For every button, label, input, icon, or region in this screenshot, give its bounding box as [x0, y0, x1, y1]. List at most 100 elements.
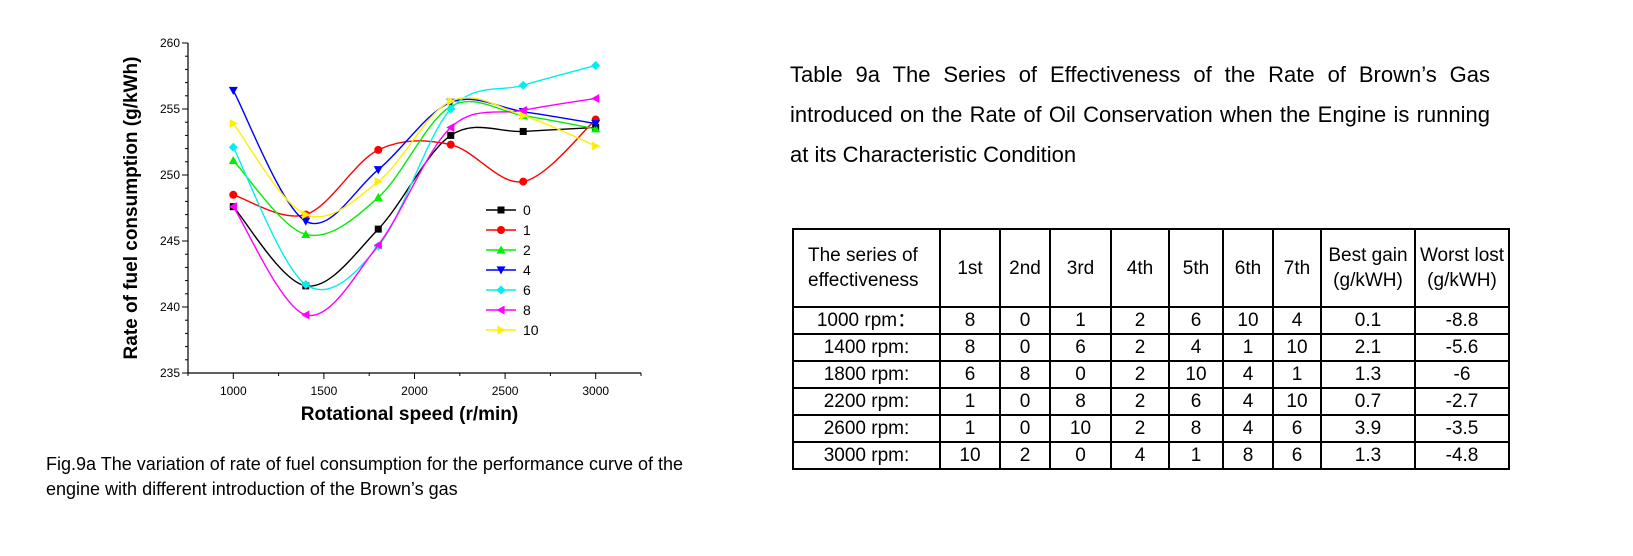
header-best-gain: Best gain (g/kWH) [1320, 228, 1416, 308]
legend-label: 0 [523, 202, 531, 218]
data-point-series-10 [447, 96, 456, 106]
cell-2nd: 0 [999, 387, 1051, 416]
cell-1st: 6 [939, 360, 1001, 389]
header-series: The series of effectiveness [792, 228, 941, 308]
y-tick-label: 255 [160, 102, 180, 116]
row-label: 1800 rpm: [792, 360, 941, 389]
table-row: 2200 rpm: 1 0 8 2 6 4 10 0.7 -2.7 [792, 387, 1510, 416]
data-point-series-10 [519, 111, 528, 121]
data-point-series-8 [301, 310, 310, 320]
x-axis-label: Rotational speed (r/min) [301, 404, 518, 425]
legend-marker-10 [497, 325, 506, 335]
cell-6th: 4 [1222, 387, 1274, 416]
data-point-series-6 [228, 142, 238, 152]
data-point-series-0 [519, 127, 527, 135]
cell-2nd: 0 [999, 333, 1051, 362]
row-label: 1000 rpm： [792, 306, 941, 335]
cell-3rd: 1 [1049, 306, 1112, 335]
data-point-series-1 [374, 145, 383, 154]
legend-label: 2 [523, 242, 531, 258]
data-point-series-4 [228, 86, 238, 96]
cell-7th: 4 [1272, 306, 1322, 335]
cell-5th: 10 [1168, 360, 1224, 389]
row-label: 2600 rpm: [792, 414, 941, 443]
header-2nd: 2nd [999, 228, 1051, 308]
row-label: 1400 rpm: [792, 333, 941, 362]
cell-1st: 8 [939, 333, 1001, 362]
header-1st: 1st [939, 228, 1001, 308]
table-row: 2600 rpm: 1 0 10 2 8 4 6 3.9 -3.5 [792, 414, 1510, 443]
cell-1st: 8 [939, 306, 1001, 335]
data-point-series-2 [373, 192, 383, 202]
cell-6th: 10 [1222, 306, 1274, 335]
cell-1st: 1 [939, 414, 1001, 443]
header-6th: 6th [1222, 228, 1274, 308]
legend-marker-4 [496, 266, 506, 275]
x-tick-label: 2500 [492, 384, 519, 398]
cell-1st: 1 [939, 387, 1001, 416]
header-4th: 4th [1110, 228, 1170, 308]
data-point-series-2 [591, 124, 601, 133]
y-tick-label: 245 [160, 234, 180, 248]
fuel-consumption-chart: 235 240 245 250 255 260 1000 1500 2000 2500 3000 Ro… [0, 0, 760, 556]
cell-7th: 1 [1272, 360, 1322, 389]
row-label: 2200 rpm: [792, 387, 941, 416]
cell-7th: 10 [1272, 387, 1322, 416]
legend-label: 1 [523, 222, 531, 238]
cell-worst-lost: -2.7 [1414, 387, 1510, 416]
cell-4th: 4 [1110, 441, 1170, 470]
cell-5th: 6 [1168, 387, 1224, 416]
legend-marker-8 [496, 305, 505, 315]
data-point-series-6 [446, 104, 456, 114]
cell-4th: 2 [1110, 360, 1170, 389]
x-tick-label: 1500 [311, 384, 338, 398]
cell-best-gain: 1.3 [1320, 441, 1416, 470]
legend-label: 4 [523, 262, 531, 278]
cell-5th: 6 [1168, 306, 1224, 335]
cell-worst-lost: -5.6 [1414, 333, 1510, 362]
data-point-series-4 [373, 166, 383, 175]
header-7th: 7th [1272, 228, 1322, 308]
series-line-10 [232, 96, 596, 218]
cell-6th: 4 [1222, 414, 1274, 443]
x-tick-label: 2000 [401, 384, 428, 398]
cell-3rd: 8 [1049, 387, 1112, 416]
effectiveness-table: The series of effectiveness 1st 2nd 3rd … [792, 228, 1510, 470]
data-point-series-2 [301, 229, 311, 238]
cell-6th: 1 [1222, 333, 1274, 362]
y-tick-label: 240 [160, 300, 180, 314]
data-point-series-8 [518, 105, 527, 115]
cell-2nd: 0 [999, 306, 1051, 335]
cell-3rd: 10 [1049, 414, 1112, 443]
x-tick-label: 3000 [582, 384, 609, 398]
legend-label: 8 [523, 302, 531, 318]
data-point-series-10 [302, 210, 311, 220]
data-point-series-0 [374, 225, 382, 233]
legend-marker-0 [497, 206, 505, 214]
cell-worst-lost: -4.8 [1414, 441, 1510, 470]
header-worst-lost: Worst lost (g/kWH) [1414, 228, 1510, 308]
legend-marker-1 [497, 226, 505, 234]
legend-label: 10 [523, 322, 539, 338]
y-tick-label: 235 [160, 366, 180, 380]
data-point-series-10 [374, 177, 383, 187]
table-row: 3000 rpm: 10 2 0 4 1 8 6 1.3 -4.8 [792, 441, 1510, 470]
table-row: 1400 rpm: 8 0 6 2 4 1 10 2.1 -5.6 [792, 333, 1510, 362]
data-point-series-0 [447, 131, 455, 139]
cell-best-gain: 2.1 [1320, 333, 1416, 362]
cell-5th: 1 [1168, 441, 1224, 470]
data-point-series-6 [301, 280, 311, 290]
data-point-series-6 [591, 60, 601, 70]
data-point-series-1 [519, 177, 528, 186]
data-point-series-8 [373, 240, 382, 250]
series-line-4 [232, 90, 596, 225]
table-title: Table 9a The Series of Effectiveness of … [790, 62, 1490, 167]
cell-3rd: 0 [1049, 360, 1112, 389]
data-point-series-1 [229, 190, 238, 199]
cell-2nd: 8 [999, 360, 1051, 389]
cell-best-gain: 0.1 [1320, 306, 1416, 335]
cell-best-gain: 3.9 [1320, 414, 1416, 443]
header-5th: 5th [1168, 228, 1224, 308]
cell-best-gain: 1.3 [1320, 360, 1416, 389]
